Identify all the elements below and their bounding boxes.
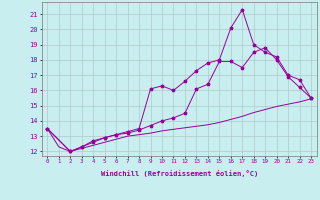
X-axis label: Windchill (Refroidissement éolien,°C): Windchill (Refroidissement éolien,°C) — [100, 170, 258, 177]
